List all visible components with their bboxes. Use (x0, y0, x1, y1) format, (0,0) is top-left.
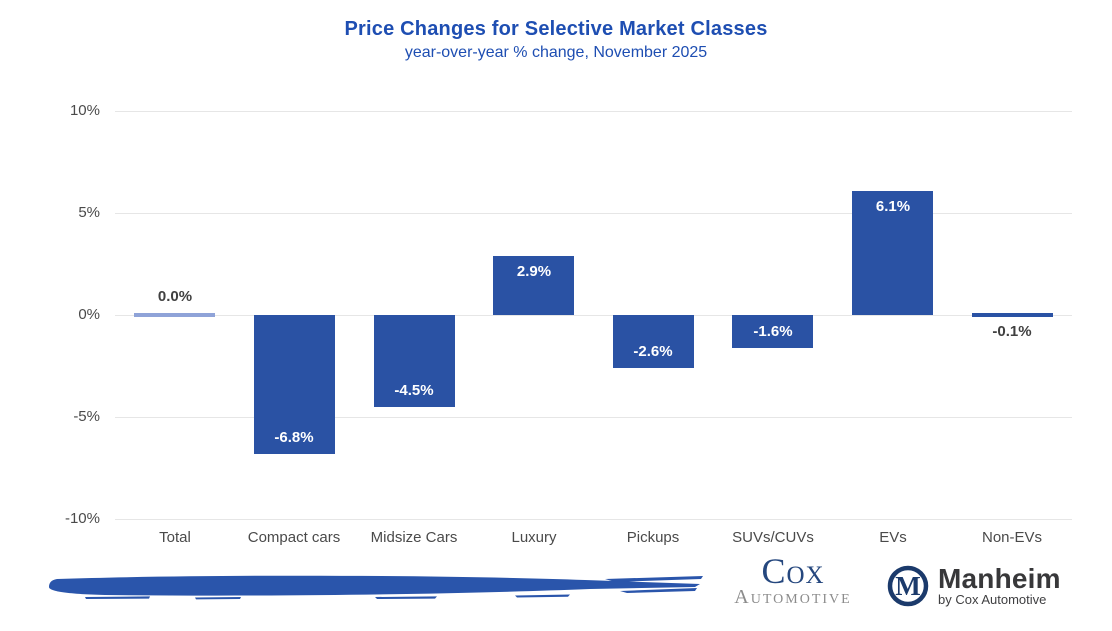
x-axis-label-luxury: Luxury (511, 529, 557, 546)
x-axis-label-compact-cars: Compact cars (247, 529, 341, 546)
bar-midsize-cars (374, 315, 455, 407)
x-axis-label-evs: EVs (879, 529, 907, 546)
svg-text:M: M (895, 571, 920, 601)
bar-pickups (613, 315, 694, 368)
bar-compact-cars (254, 315, 335, 454)
bar-value-label-luxury: 2.9% (516, 263, 552, 280)
cox-logo-division-wordmark: Automotive (734, 586, 852, 608)
manheim-logo: M Manheim by Cox Automotive (886, 564, 1061, 608)
chart-subtitle: year-over-year % change, November 2025 (404, 44, 708, 61)
brush-stroke-graphic (49, 575, 703, 600)
bar-suvs-cuvs (732, 315, 813, 348)
gridline--10% (115, 519, 1072, 520)
y-axis-tick-label: 0% (78, 306, 100, 323)
gridline-5% (115, 213, 1072, 214)
chart-title: Price Changes for Selective Market Class… (344, 18, 768, 40)
bar-total (134, 313, 215, 317)
bar-value-label-suvs-cuvs: -1.6% (753, 323, 793, 340)
bar-evs (852, 191, 933, 315)
bar-value-label-evs: 6.1% (875, 198, 911, 215)
bar-value-label-pickups: -2.6% (633, 343, 673, 360)
y-axis-tick-label: 5% (78, 204, 100, 221)
gridline-10% (115, 111, 1072, 112)
y-axis-tick-label: -5% (73, 408, 100, 425)
x-axis-label-total: Total (159, 529, 191, 546)
bar-value-label-non-evs: -0.1% (992, 323, 1032, 340)
x-axis-label-midsize-cars: Midsize Cars (370, 529, 458, 546)
manheim-tagline: by Cox Automotive (938, 592, 1047, 607)
bar-value-label-midsize-cars: -4.5% (394, 382, 434, 399)
bar-value-label-total: 0.0% (157, 288, 193, 305)
cox-logo-wordmark: Cox (761, 551, 825, 591)
cox-automotive-logo: Cox Automotive (703, 551, 883, 608)
gridline--5% (115, 417, 1072, 418)
bar-value-label-compact-cars: -6.8% (274, 429, 314, 446)
y-axis-tick-label: 10% (69, 102, 100, 119)
gridline-0% (115, 315, 1072, 316)
bar-luxury (493, 256, 574, 315)
y-axis-tick-label: -10% (64, 510, 100, 527)
manheim-m-icon: M (887, 565, 929, 607)
x-axis-label-suvs-cuvs: SUVs/CUVs (732, 529, 814, 546)
x-axis-label-pickups: Pickups (626, 529, 680, 546)
bar-non-evs (972, 313, 1053, 317)
x-axis-label-non-evs: Non-EVs (981, 529, 1043, 546)
manheim-wordmark: Manheim (938, 563, 1061, 594)
